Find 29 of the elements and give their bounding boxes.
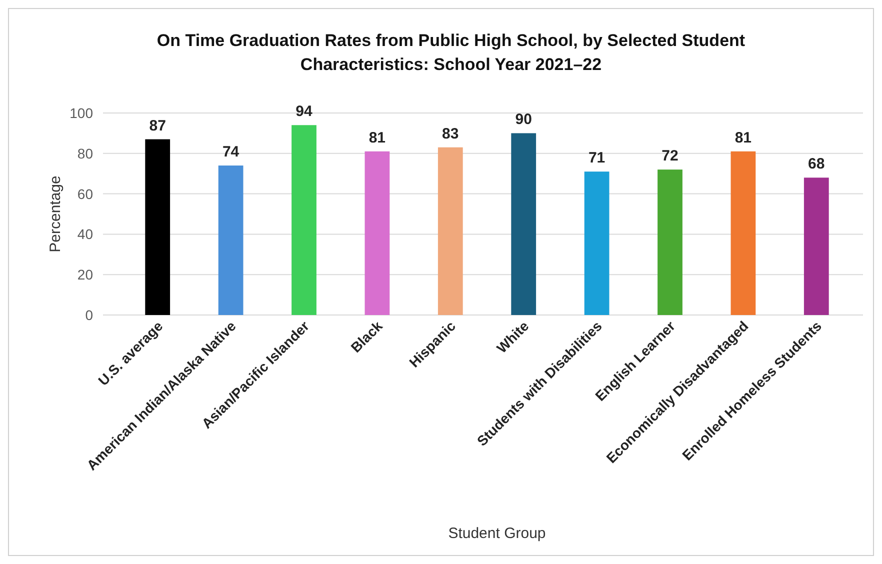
x-axis-title: Student Group xyxy=(448,525,546,542)
bar xyxy=(145,139,170,315)
bar xyxy=(658,170,682,315)
bar xyxy=(218,166,244,315)
data-label: 94 xyxy=(296,103,313,120)
y-tick-label: 60 xyxy=(77,186,94,202)
data-label: 81 xyxy=(734,129,752,146)
bar xyxy=(292,125,316,315)
data-label: 74 xyxy=(222,144,240,161)
bar xyxy=(584,172,610,315)
bar xyxy=(364,151,390,315)
bar xyxy=(730,151,756,315)
y-tick-label: 20 xyxy=(77,266,94,283)
bar xyxy=(438,147,463,315)
chart-title: On Time Graduation Rates from Public High School, by Selected Student Characteristics: School Year 2021–22 xyxy=(156,31,746,74)
data-label: 83 xyxy=(442,125,459,142)
data-label: 68 xyxy=(808,156,825,173)
data-label: 72 xyxy=(662,148,678,165)
y-tick-label: 100 xyxy=(70,105,94,121)
data-label: 90 xyxy=(515,111,532,128)
y-axis-title: Percentage xyxy=(47,176,64,252)
data-label: 71 xyxy=(588,150,606,167)
data-label: 81 xyxy=(368,129,386,146)
bar xyxy=(511,133,536,315)
y-tick-label: 80 xyxy=(77,145,94,162)
bar xyxy=(804,178,829,315)
data-label: 87 xyxy=(149,117,166,134)
y-tick-label: 0 xyxy=(85,307,94,323)
y-tick-label: 40 xyxy=(77,226,94,242)
